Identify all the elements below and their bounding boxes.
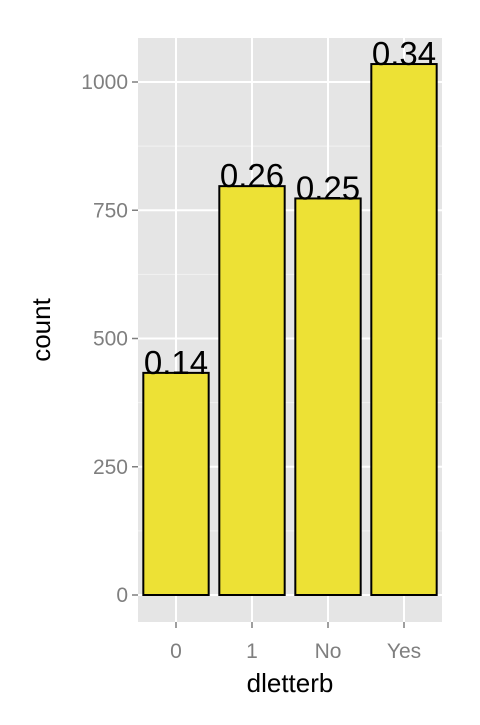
bar — [142, 371, 210, 596]
y-tick-label: 250 — [93, 456, 128, 479]
axes-layer: 0 250 500 750 1000 0 1 No Yes — [81, 71, 421, 663]
x-axis-title: dletterb — [247, 668, 334, 698]
bar — [294, 197, 362, 597]
x-tick-label: 0 — [170, 640, 182, 663]
x-tick-label: No — [315, 640, 342, 663]
x-tick-label: Yes — [387, 640, 421, 663]
y-tick-label: 1000 — [81, 71, 128, 94]
bar-value-label: 0.26 — [220, 157, 284, 194]
y-tick-label: 500 — [93, 328, 128, 351]
bar-value-label: 0.34 — [372, 35, 436, 72]
bar — [370, 63, 438, 597]
y-tick-label: 0 — [116, 584, 128, 607]
bars-layer — [142, 63, 438, 597]
bar — [218, 185, 286, 596]
y-axis-title: count — [26, 297, 56, 361]
bar-labels-layer: 0.14 0.26 0.25 0.34 — [144, 35, 436, 381]
bar-value-label: 0.25 — [296, 169, 360, 206]
bar-value-label: 0.14 — [144, 344, 208, 381]
x-tick-label: 1 — [246, 640, 258, 663]
y-tick-label: 750 — [93, 199, 128, 222]
